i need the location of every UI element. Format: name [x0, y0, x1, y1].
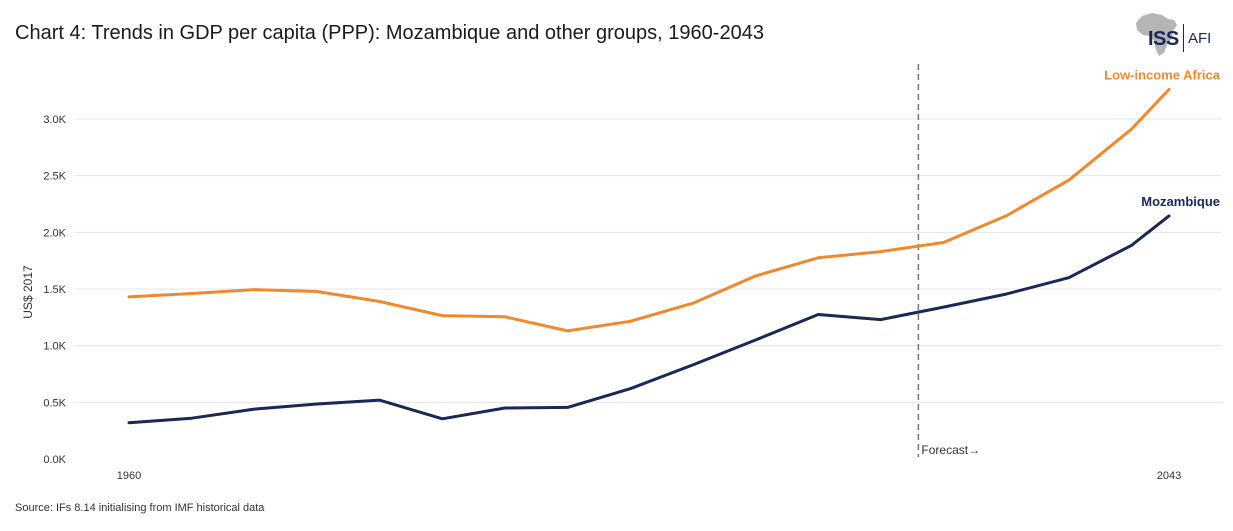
series-line-0 — [127, 88, 1171, 333]
series-lines — [127, 88, 1171, 425]
series-label: Low-income Africa — [1104, 68, 1221, 83]
y-tick-label: 2.0K — [43, 227, 66, 239]
y-tick-label: 1.0K — [43, 341, 66, 353]
y-tick-label: 2.5K — [43, 171, 66, 183]
x-tick-label: 1960 — [117, 470, 141, 482]
x-tick-labels: 1960 2043 — [117, 470, 1181, 482]
y-tick-label: 0.5K — [43, 397, 66, 409]
logo-separator — [1183, 24, 1184, 52]
africa-map-icon — [1136, 13, 1177, 56]
source-note: Source: IFs 8.14 initialising from IMF h… — [15, 502, 265, 514]
y-tick-label: 0.0K — [43, 454, 66, 466]
series-label: Mozambique — [1141, 194, 1220, 209]
series-labels: Low-income Africa Mozambique — [1104, 68, 1221, 209]
y-axis-title: US$ 2017 — [21, 265, 35, 319]
iss-afi-logo: ISS AFI — [1128, 10, 1220, 58]
y-tick-labels: 0.0K 0.5K 1.0K 1.5K 2.0K 2.5K 3.0K — [43, 114, 66, 466]
logo-iss-text: ISS — [1148, 28, 1179, 50]
y-tick-label: 1.5K — [43, 284, 66, 296]
series-line-1 — [127, 214, 1171, 425]
y-tick-label: 3.0K — [43, 114, 66, 126]
chart-title: Chart 4: Trends in GDP per capita (PPP):… — [15, 22, 764, 44]
forecast-label: Forecast→ — [921, 443, 980, 457]
gridlines — [75, 118, 1222, 403]
x-tick-label: 2043 — [1157, 470, 1181, 482]
logo-afi-text: AFI — [1188, 30, 1212, 47]
